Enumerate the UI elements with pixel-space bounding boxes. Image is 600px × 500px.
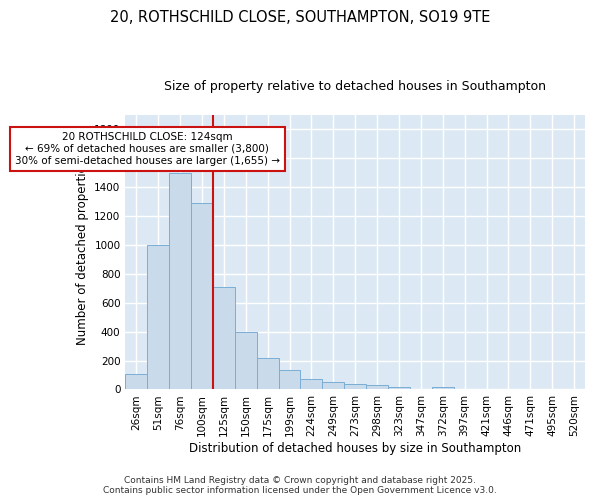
Bar [257,358,278,390]
Bar [410,388,432,390]
Text: 20 ROTHSCHILD CLOSE: 124sqm
← 69% of detached houses are smaller (3,800)
30% of : 20 ROTHSCHILD CLOSE: 124sqm ← 69% of det… [15,132,280,166]
X-axis label: Distribution of detached houses by size in Southampton: Distribution of detached houses by size … [189,442,521,455]
Bar [301,378,322,390]
Bar [344,384,366,390]
Bar [322,382,344,390]
Title: Size of property relative to detached houses in Southampton: Size of property relative to detached ho… [164,80,546,93]
Text: 20, ROTHSCHILD CLOSE, SOUTHAMPTON, SO19 9TE: 20, ROTHSCHILD CLOSE, SOUTHAMPTON, SO19 … [110,10,490,25]
Bar [366,385,388,390]
Bar [235,332,257,390]
Bar [191,203,213,390]
Bar [278,370,301,390]
Bar [432,386,454,390]
Bar [388,388,410,390]
Bar [213,287,235,390]
Bar [169,173,191,390]
Y-axis label: Number of detached properties: Number of detached properties [76,159,89,345]
Bar [147,245,169,390]
Bar [125,374,147,390]
Text: Contains HM Land Registry data © Crown copyright and database right 2025.
Contai: Contains HM Land Registry data © Crown c… [103,476,497,495]
